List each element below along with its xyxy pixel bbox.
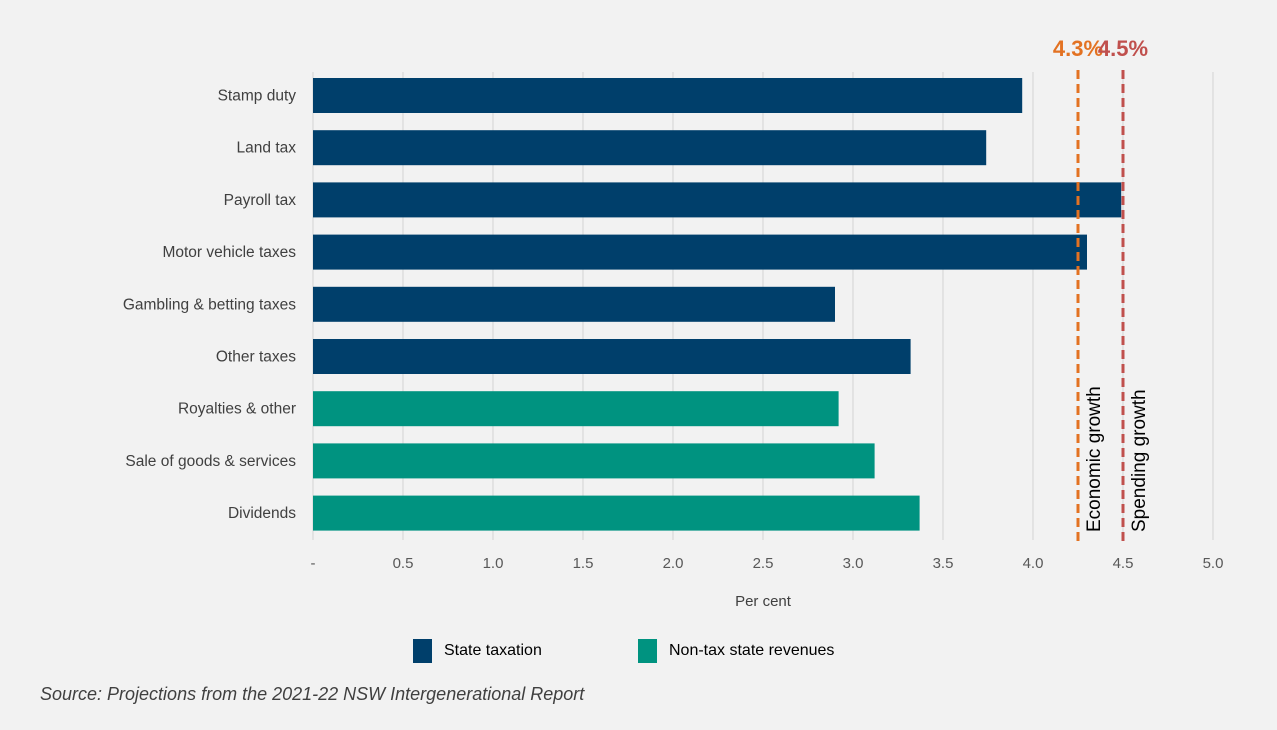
category-label: Stamp duty [218,88,297,105]
source-note: Source: Projections from the 2021-22 NSW… [40,684,585,704]
bar [313,286,835,322]
category-label: Sale of goods & services [125,453,296,470]
bar [313,234,1087,270]
bar [313,78,1023,113]
bar [313,339,911,374]
x-tick-label: 0.5 [393,555,414,572]
reference-value-label: 4.3% [1053,36,1103,61]
category-label: Land tax [237,140,297,157]
category-label: Royalties & other [178,401,296,418]
legend-swatch-state-taxation [413,639,432,663]
bar [313,443,875,479]
bar-chart: - 0.5 1.0 1.5 2.0 2.5 3.0 3.5 4.0 4.5 5.0 Per cent S… [123,36,1224,610]
category-label: Payroll tax [224,192,297,209]
bar [313,182,1122,218]
x-tick-label: 2.5 [753,555,774,572]
category-label: Gambling & betting taxes [123,296,296,313]
bar [313,391,839,427]
category-label: Other taxes [216,349,296,366]
legend-item-state-taxation: State taxation [413,638,542,664]
x-tick-label: - [311,555,316,572]
legend-label: Non-tax state revenues [669,642,835,659]
reference-line-label: Economic growth [1084,386,1105,532]
x-tick-label: 3.5 [933,555,954,572]
category-label: Dividends [228,505,296,522]
reference-value-label: 4.5% [1098,36,1148,61]
x-axis-title: Per cent [735,593,792,610]
legend-swatch-non-tax-revenues [638,639,657,663]
x-tick-label: 3.0 [843,555,864,572]
reference-line-label: Spending growth [1129,389,1150,532]
bar [313,130,987,166]
x-tick-label: 1.5 [573,555,594,572]
x-tick-label: 4.5 [1113,555,1134,572]
legend-label: State taxation [444,642,542,659]
legend-item-non-tax-revenues: Non-tax state revenues [638,638,834,664]
x-tick-label: 5.0 [1203,555,1224,572]
x-tick-label: 2.0 [663,555,684,572]
bar [313,495,920,531]
category-label: Motor vehicle taxes [162,244,296,261]
x-tick-label: 1.0 [483,555,504,572]
x-tick-label: 4.0 [1023,555,1044,572]
legend: State taxation Non-tax state revenues [0,638,1277,664]
